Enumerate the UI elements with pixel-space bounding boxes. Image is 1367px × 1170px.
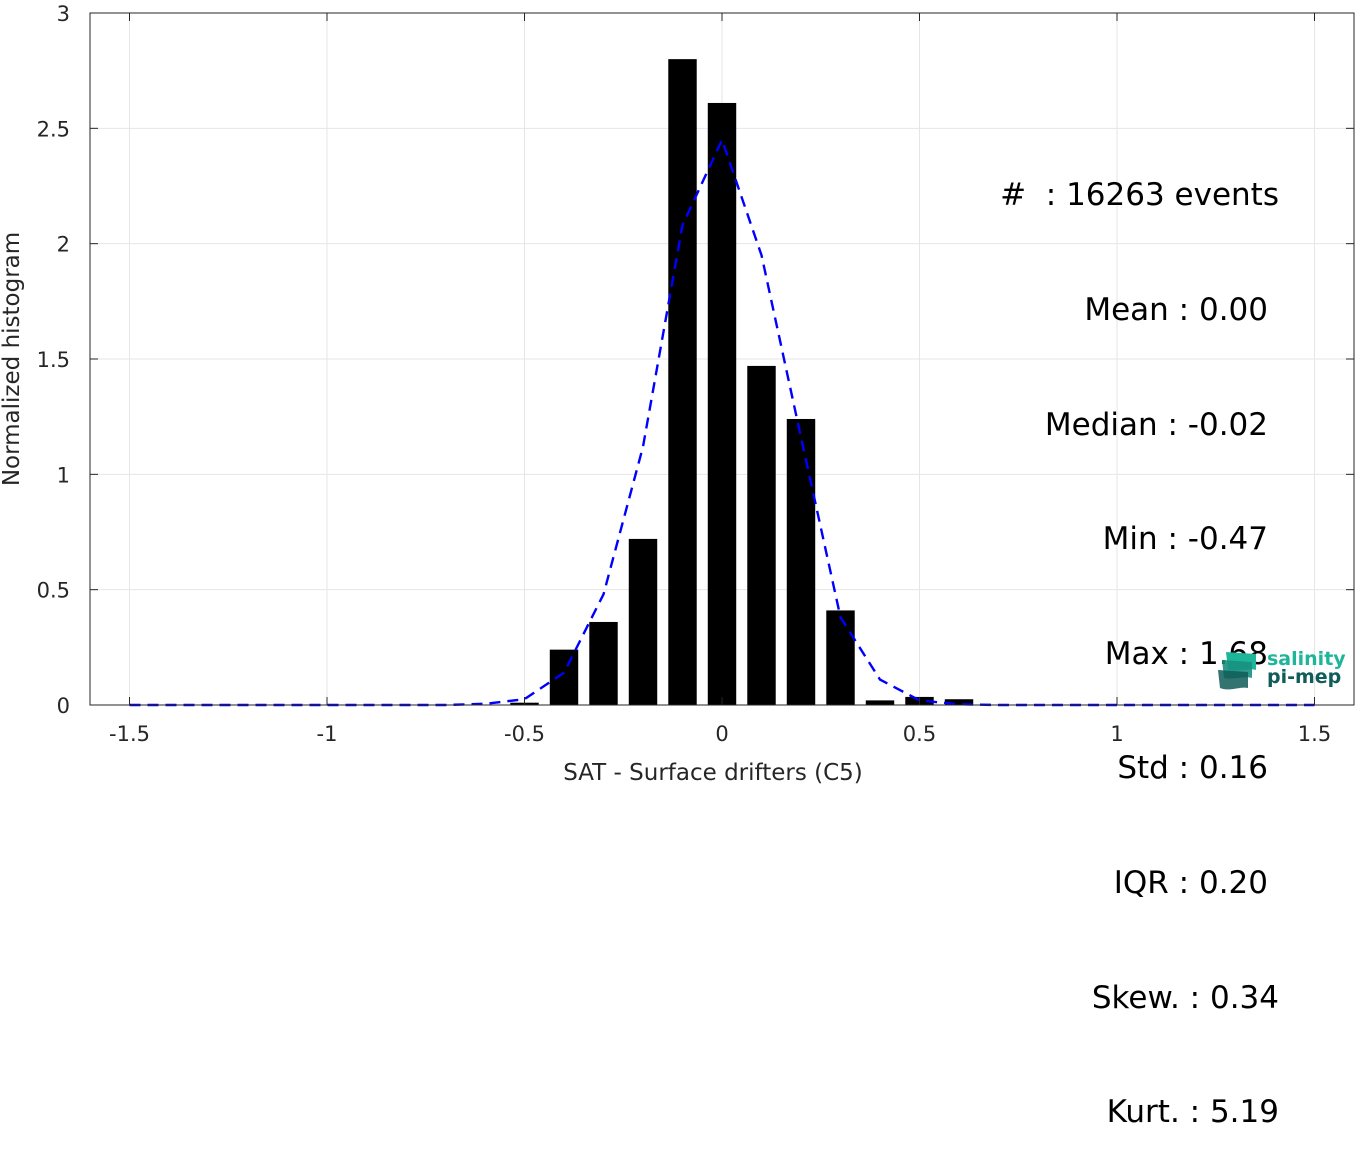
x-tick-label: 0 [715,722,728,746]
stat-median: Median : -0.02 [1044,406,1268,443]
histogram-bar [865,700,895,705]
x-axis-label: SAT - Surface drifters (C5) [563,760,863,785]
y-tick-label: 3 [57,2,70,26]
x-tick-label: 1.5 [1298,722,1331,746]
histogram-bars [510,59,974,705]
stat-std: Std : 0.16 [1117,750,1268,787]
logo-text-pimep: pi-mep [1267,666,1342,688]
x-tick-label: -1 [317,722,338,746]
stat-kurt: Kurt. : 5.19 [1106,1094,1279,1131]
histogram-bar [786,418,816,705]
stat-min: Min : -0.47 [1102,521,1268,558]
histogram-bar [707,102,737,705]
logo-text-salinity: salinity [1267,648,1346,670]
y-tick-label: 0 [57,694,70,718]
histogram-bar [589,621,618,705]
statistics-panel: # : 16263 events Mean : 0.00 Median : -0… [1000,100,1279,1170]
histogram-bar [826,610,855,705]
histogram-bar [628,538,658,705]
wave-logo-icon [1218,652,1256,690]
histogram-bar [747,365,776,705]
y-tick-label: 1.5 [37,348,70,372]
stat-iqr: IQR : 0.20 [1113,865,1268,902]
salinity-pimep-logo: salinity pi-mep [1216,646,1346,694]
x-tick-label: -0.5 [504,722,545,746]
histogram-bar [668,59,697,705]
histogram-bar [944,699,974,705]
y-tick-label: 0.5 [37,579,70,603]
axis-ticks: -1.5 -1 -0.5 0 0.5 1 1.5 0 0.5 1 1.5 2 2.5 3 [37,2,1354,746]
histogram-chart: -1.5 -1 -0.5 0 0.5 1 1.5 0 0.5 1 1.5 2 2.5 3 SAT - Su… [0,2,1355,785]
y-axis-label: Normalized histogram [0,232,25,486]
y-tick-label: 1 [57,463,70,487]
y-tick-label: 2 [57,233,70,257]
stat-skew: Skew. : 0.34 [1091,979,1279,1016]
x-tick-label: 1 [1110,722,1123,746]
stat-events: # : 16263 events [1000,177,1279,214]
histogram-bar [549,649,579,705]
x-tick-label: 0.5 [903,722,936,746]
y-tick-label: 2.5 [37,117,70,141]
x-tick-label: -1.5 [109,722,150,746]
stat-mean: Mean : 0.00 [1084,292,1268,329]
